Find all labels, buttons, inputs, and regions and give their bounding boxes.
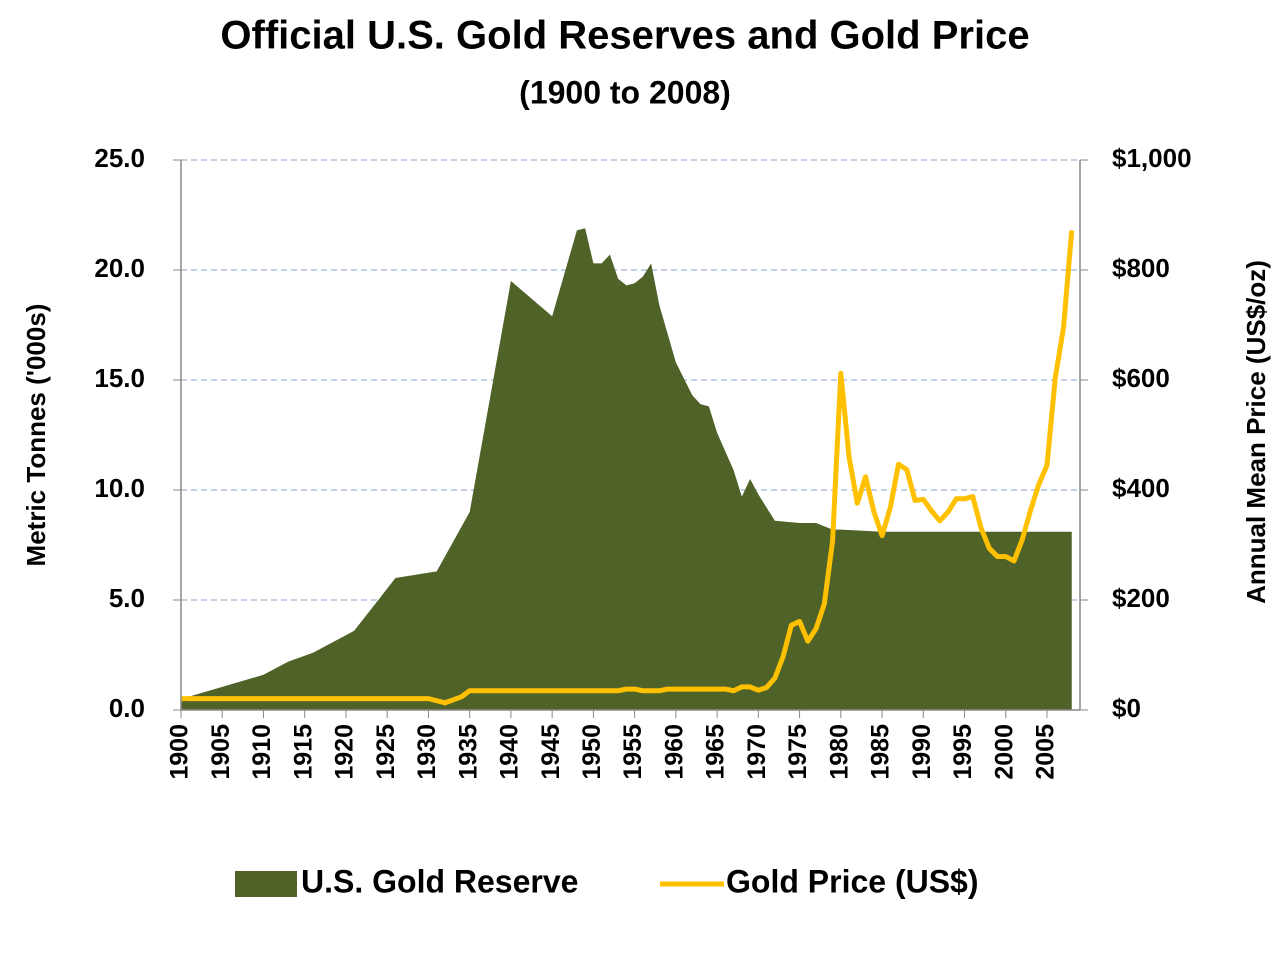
x-tick-label: 1940 [496,724,524,780]
x-tick-label: 1900 [166,724,194,780]
y2-tick-label: $400 [1112,473,1170,503]
x-tick-label: 1910 [248,724,276,780]
x-tick-label: 1960 [660,724,688,780]
y2-tick-label: $0 [1112,693,1141,723]
y-tick-label: 10.0 [94,473,145,503]
y-tick-label: 15.0 [94,363,145,393]
y-tick-label: 20.0 [94,253,145,283]
x-tick-label: 2005 [1032,724,1060,780]
chart-title: Official U.S. Gold Reserves and Gold Pri… [220,14,1029,58]
legend-label: Gold Price (US$) [726,863,979,899]
x-tick-label: 1975 [784,724,812,780]
x-tick-label: 1930 [413,724,441,780]
price-line [181,230,1075,706]
x-tick-label: 1955 [619,724,647,780]
reserve-area [181,228,1072,710]
x-tick-label: 1950 [578,724,606,780]
x-tick-label: 1905 [207,724,235,780]
x-tick-label: 1965 [702,724,730,780]
x-tick-label: 1995 [949,724,977,780]
x-tick-label: 2000 [990,724,1018,780]
y2-axis-title: Annual Mean Price (US$/oz) [1241,260,1271,604]
y-tick-label: 0.0 [109,693,145,723]
y2-tick-label: $200 [1112,583,1170,613]
chart-subtitle: (1900 to 2008) [519,74,731,110]
legend-label: U.S. Gold Reserve [301,863,578,899]
legend-swatch [235,871,297,897]
x-tick-label: 1920 [331,724,359,780]
y-tick-label: 5.0 [109,583,145,613]
x-tick-label: 1935 [454,724,482,780]
y-tick-label: 25.0 [94,143,145,173]
x-tick-label: 1985 [867,724,895,780]
x-tick-label: 1970 [743,724,771,780]
y-axis-title: Metric Tonnes ('000s) [21,304,51,567]
x-tick-label: 1980 [825,724,853,780]
y2-tick-label: $1,000 [1112,143,1192,173]
x-tick-label: 1925 [372,724,400,780]
y2-tick-label: $800 [1112,253,1170,283]
x-tick-label: 1915 [289,724,317,780]
x-tick-label: 1945 [537,724,565,780]
x-tick-label: 1990 [908,724,936,780]
y2-tick-label: $600 [1112,363,1170,393]
